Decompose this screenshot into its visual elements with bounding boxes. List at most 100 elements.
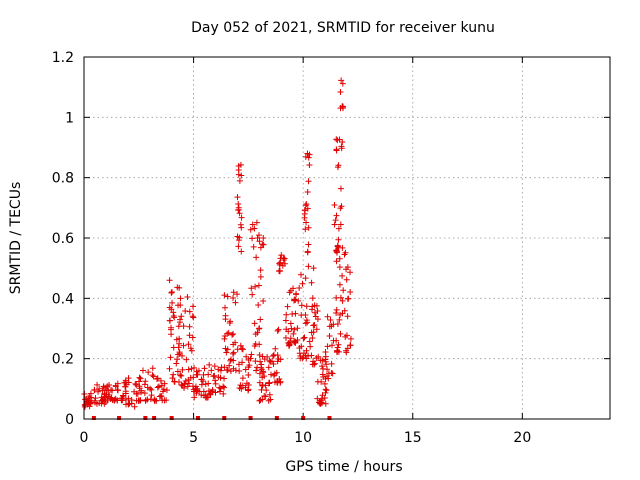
data-point [176, 349, 183, 356]
data-point [255, 325, 262, 332]
data-point [307, 343, 314, 350]
data-point [177, 371, 184, 378]
grid-lines [84, 57, 610, 419]
data-point [110, 397, 117, 404]
data-point [259, 241, 266, 248]
data-point [230, 341, 237, 348]
data-point [308, 352, 315, 359]
data-point [184, 293, 191, 300]
data-point [347, 335, 354, 342]
data-point [224, 293, 231, 300]
data-point [333, 136, 340, 143]
data-point [104, 397, 111, 404]
data-point [176, 335, 183, 342]
data-point [221, 364, 228, 371]
data-point [333, 349, 340, 356]
data-point [153, 375, 160, 382]
data-point [328, 370, 335, 377]
x-tick-label: 0 [80, 430, 89, 446]
data-point [167, 326, 174, 333]
data-point [313, 355, 320, 362]
data-point [179, 366, 186, 373]
chart-title: Day 052 of 2021, SRMTID for receiver kun… [191, 20, 495, 36]
data-point [341, 251, 348, 258]
data-point [157, 377, 164, 384]
data-point [242, 366, 249, 373]
data-point [333, 258, 340, 265]
data-point [224, 366, 231, 373]
data-point [303, 219, 310, 226]
y-tick-label: 0.4 [52, 291, 74, 307]
data-point [302, 202, 309, 209]
data-point [222, 345, 229, 352]
data-point [333, 147, 340, 154]
data-point [171, 378, 178, 385]
data-point [343, 332, 350, 339]
data-point [119, 397, 126, 404]
data-point [298, 312, 305, 319]
data-point [211, 363, 218, 370]
data-point [235, 361, 242, 368]
data-point [300, 354, 307, 361]
data-point [325, 375, 332, 382]
data-point [189, 334, 196, 341]
data-point [291, 326, 298, 333]
data-point [328, 342, 335, 349]
data-point [96, 385, 103, 392]
data-point [94, 381, 101, 388]
data-point [249, 291, 256, 298]
data-point [104, 383, 111, 390]
data-point [344, 295, 351, 302]
data-point [304, 188, 311, 195]
data-point [236, 385, 243, 392]
data-point [235, 204, 242, 211]
data-point [283, 326, 290, 333]
data-point [155, 383, 162, 390]
data-point [302, 320, 309, 327]
data-point [239, 359, 246, 366]
data-point [259, 374, 266, 381]
data-point [276, 376, 283, 383]
data-point [190, 314, 197, 321]
data-point [344, 264, 351, 271]
data-point [335, 225, 342, 232]
data-point [347, 289, 354, 296]
data-point [207, 391, 214, 398]
data-point [282, 317, 289, 324]
data-point [142, 378, 149, 385]
data-point [151, 396, 158, 403]
data-point [210, 373, 217, 380]
data-point [251, 320, 258, 327]
data-point [166, 365, 173, 372]
data-point [243, 380, 250, 387]
y-axis-label: SRMTID / TECUs [8, 182, 24, 295]
data-point [168, 288, 175, 295]
data-point [326, 332, 333, 339]
data-point [291, 337, 298, 344]
data-point [337, 221, 344, 228]
baseline-marker [195, 416, 200, 420]
data-point [322, 389, 329, 396]
data-point [154, 384, 161, 391]
data-point [248, 285, 255, 292]
data-point [159, 388, 166, 395]
data-point [258, 386, 265, 393]
data-point [227, 318, 234, 325]
data-point [274, 358, 281, 365]
data-point [333, 337, 340, 344]
data-point [322, 400, 329, 407]
data-point [336, 264, 343, 271]
data-point [225, 329, 232, 336]
data-point [178, 381, 185, 388]
data-point [236, 177, 243, 184]
data-point [347, 269, 354, 276]
data-point [221, 375, 228, 382]
data-point [91, 397, 98, 404]
data-point [235, 243, 242, 250]
data-point [91, 386, 98, 393]
data-point [257, 273, 264, 280]
data-point [150, 373, 157, 380]
baseline-marker [222, 416, 227, 420]
data-point [276, 267, 283, 274]
